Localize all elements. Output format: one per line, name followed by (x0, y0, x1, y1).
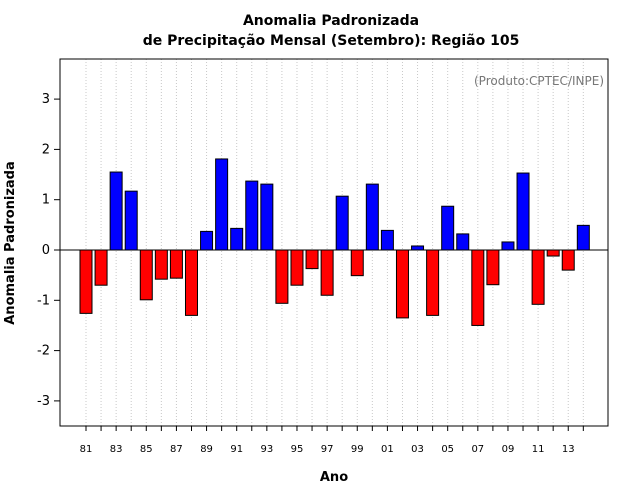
y-tick-label: -1 (37, 293, 50, 308)
bar-1988 (184, 249, 198, 316)
bar-2009 (501, 241, 515, 251)
chart-subtitle: de Precipitação Mensal (Setembro): Regiã… (143, 33, 520, 49)
x-tick-label: 09 (502, 444, 515, 455)
bar-2012 (546, 249, 560, 257)
bar-1982 (94, 249, 108, 286)
y-tick-label: -3 (37, 394, 50, 409)
bar-2004 (426, 249, 440, 316)
bar-1987 (169, 249, 183, 279)
y-axis-label: Anomalia Padronizada (3, 161, 18, 325)
chart-title: Anomalia Padronizada (243, 13, 419, 29)
bar-2006 (456, 233, 470, 251)
y-tick-label: 0 (42, 243, 50, 258)
x-tick-label: 81 (80, 444, 93, 455)
bar-1983 (109, 171, 123, 251)
bar-2014 (576, 224, 590, 251)
plot-border (59, 58, 609, 427)
bar-2001 (380, 229, 394, 251)
y-tick-label: 2 (42, 142, 50, 157)
x-tick-label: 99 (351, 444, 364, 455)
bar-1984 (124, 190, 138, 251)
x-tick-label: 85 (140, 444, 153, 455)
x-axis-label: Ano (320, 470, 348, 485)
bar-1985 (139, 249, 153, 301)
bar-1998 (335, 195, 349, 251)
x-tick-label: 89 (200, 444, 213, 455)
bar-1992 (245, 180, 259, 251)
x-tick-label: 87 (170, 444, 183, 455)
bar-1999 (350, 249, 364, 277)
x-tick-label: 01 (381, 444, 394, 455)
bar-1986 (154, 249, 168, 280)
bar-2003 (411, 245, 425, 251)
y-tick-label: 1 (42, 193, 50, 208)
bar-2005 (441, 205, 455, 251)
bar-1989 (200, 230, 214, 251)
bar-2007 (471, 249, 485, 326)
bar-2013 (561, 249, 575, 271)
x-tick-label: 91 (230, 444, 243, 455)
bar-2002 (395, 249, 409, 319)
y-tick-label: 3 (42, 92, 50, 107)
bar-2011 (531, 249, 545, 305)
y-tick-label: -2 (37, 344, 50, 359)
bar-1991 (230, 227, 244, 251)
x-tick-label: 11 (532, 444, 545, 455)
bar-2000 (365, 183, 379, 251)
bar-1993 (260, 183, 274, 251)
x-tick-label: 93 (260, 444, 273, 455)
bar-1981 (79, 249, 93, 314)
x-tick-label: 03 (411, 444, 424, 455)
x-tick-label: 07 (471, 444, 484, 455)
bar-1995 (290, 249, 304, 286)
bar-1994 (275, 249, 289, 304)
x-tick-label: 97 (321, 444, 334, 455)
x-tick-label: 13 (562, 444, 575, 455)
bar-1996 (305, 249, 319, 270)
bar-1997 (320, 249, 334, 296)
bar-1990 (215, 158, 229, 251)
product-annotation: (Produto:CPTEC/INPE) (474, 74, 604, 88)
bar-2008 (486, 249, 500, 286)
x-tick-label: 83 (110, 444, 123, 455)
x-tick-label: 05 (441, 444, 454, 455)
bar-2010 (516, 172, 530, 251)
x-tick-label: 95 (291, 444, 304, 455)
